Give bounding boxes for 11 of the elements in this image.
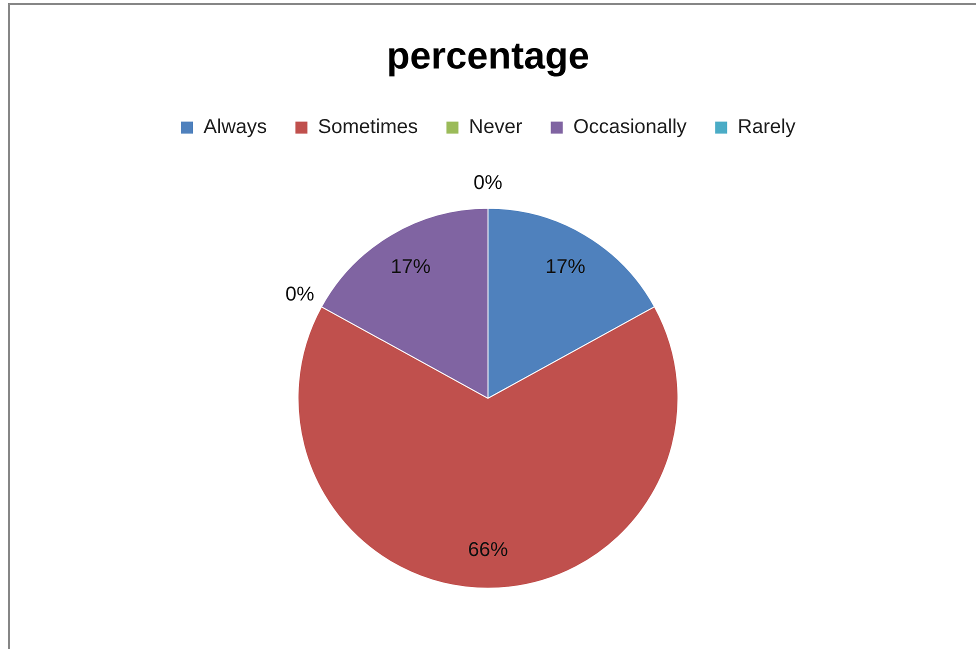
text: 0%	[285, 283, 314, 306]
data-label: 17%	[545, 256, 586, 278]
legend-label: Always	[204, 116, 267, 138]
legend-label: Occasionally	[573, 116, 687, 138]
data-label: 66%	[468, 538, 508, 561]
legend-label: Rarely	[738, 116, 796, 138]
data-label: 17%	[390, 256, 431, 278]
chart-title: percentage	[386, 35, 590, 78]
text: 0%	[474, 172, 502, 194]
legend-label: Sometimes	[318, 116, 418, 138]
legend-label: Never	[468, 116, 523, 138]
